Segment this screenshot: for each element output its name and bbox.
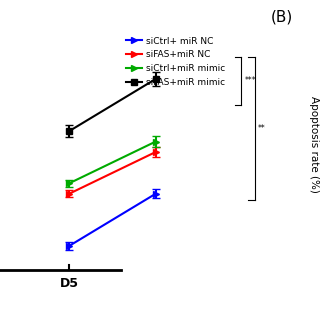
Text: Apoptosis rate (%): Apoptosis rate (%) [308, 96, 319, 192]
Text: **: ** [258, 124, 266, 133]
Text: D5: D5 [60, 277, 79, 290]
Text: ***: *** [245, 76, 256, 85]
Text: (B): (B) [270, 10, 293, 25]
Legend: siCtrl+ miR NC, siFAS+miR NC, siCtrl+miR mimic, siFAS+miR mimic: siCtrl+ miR NC, siFAS+miR NC, siCtrl+miR… [126, 36, 225, 87]
